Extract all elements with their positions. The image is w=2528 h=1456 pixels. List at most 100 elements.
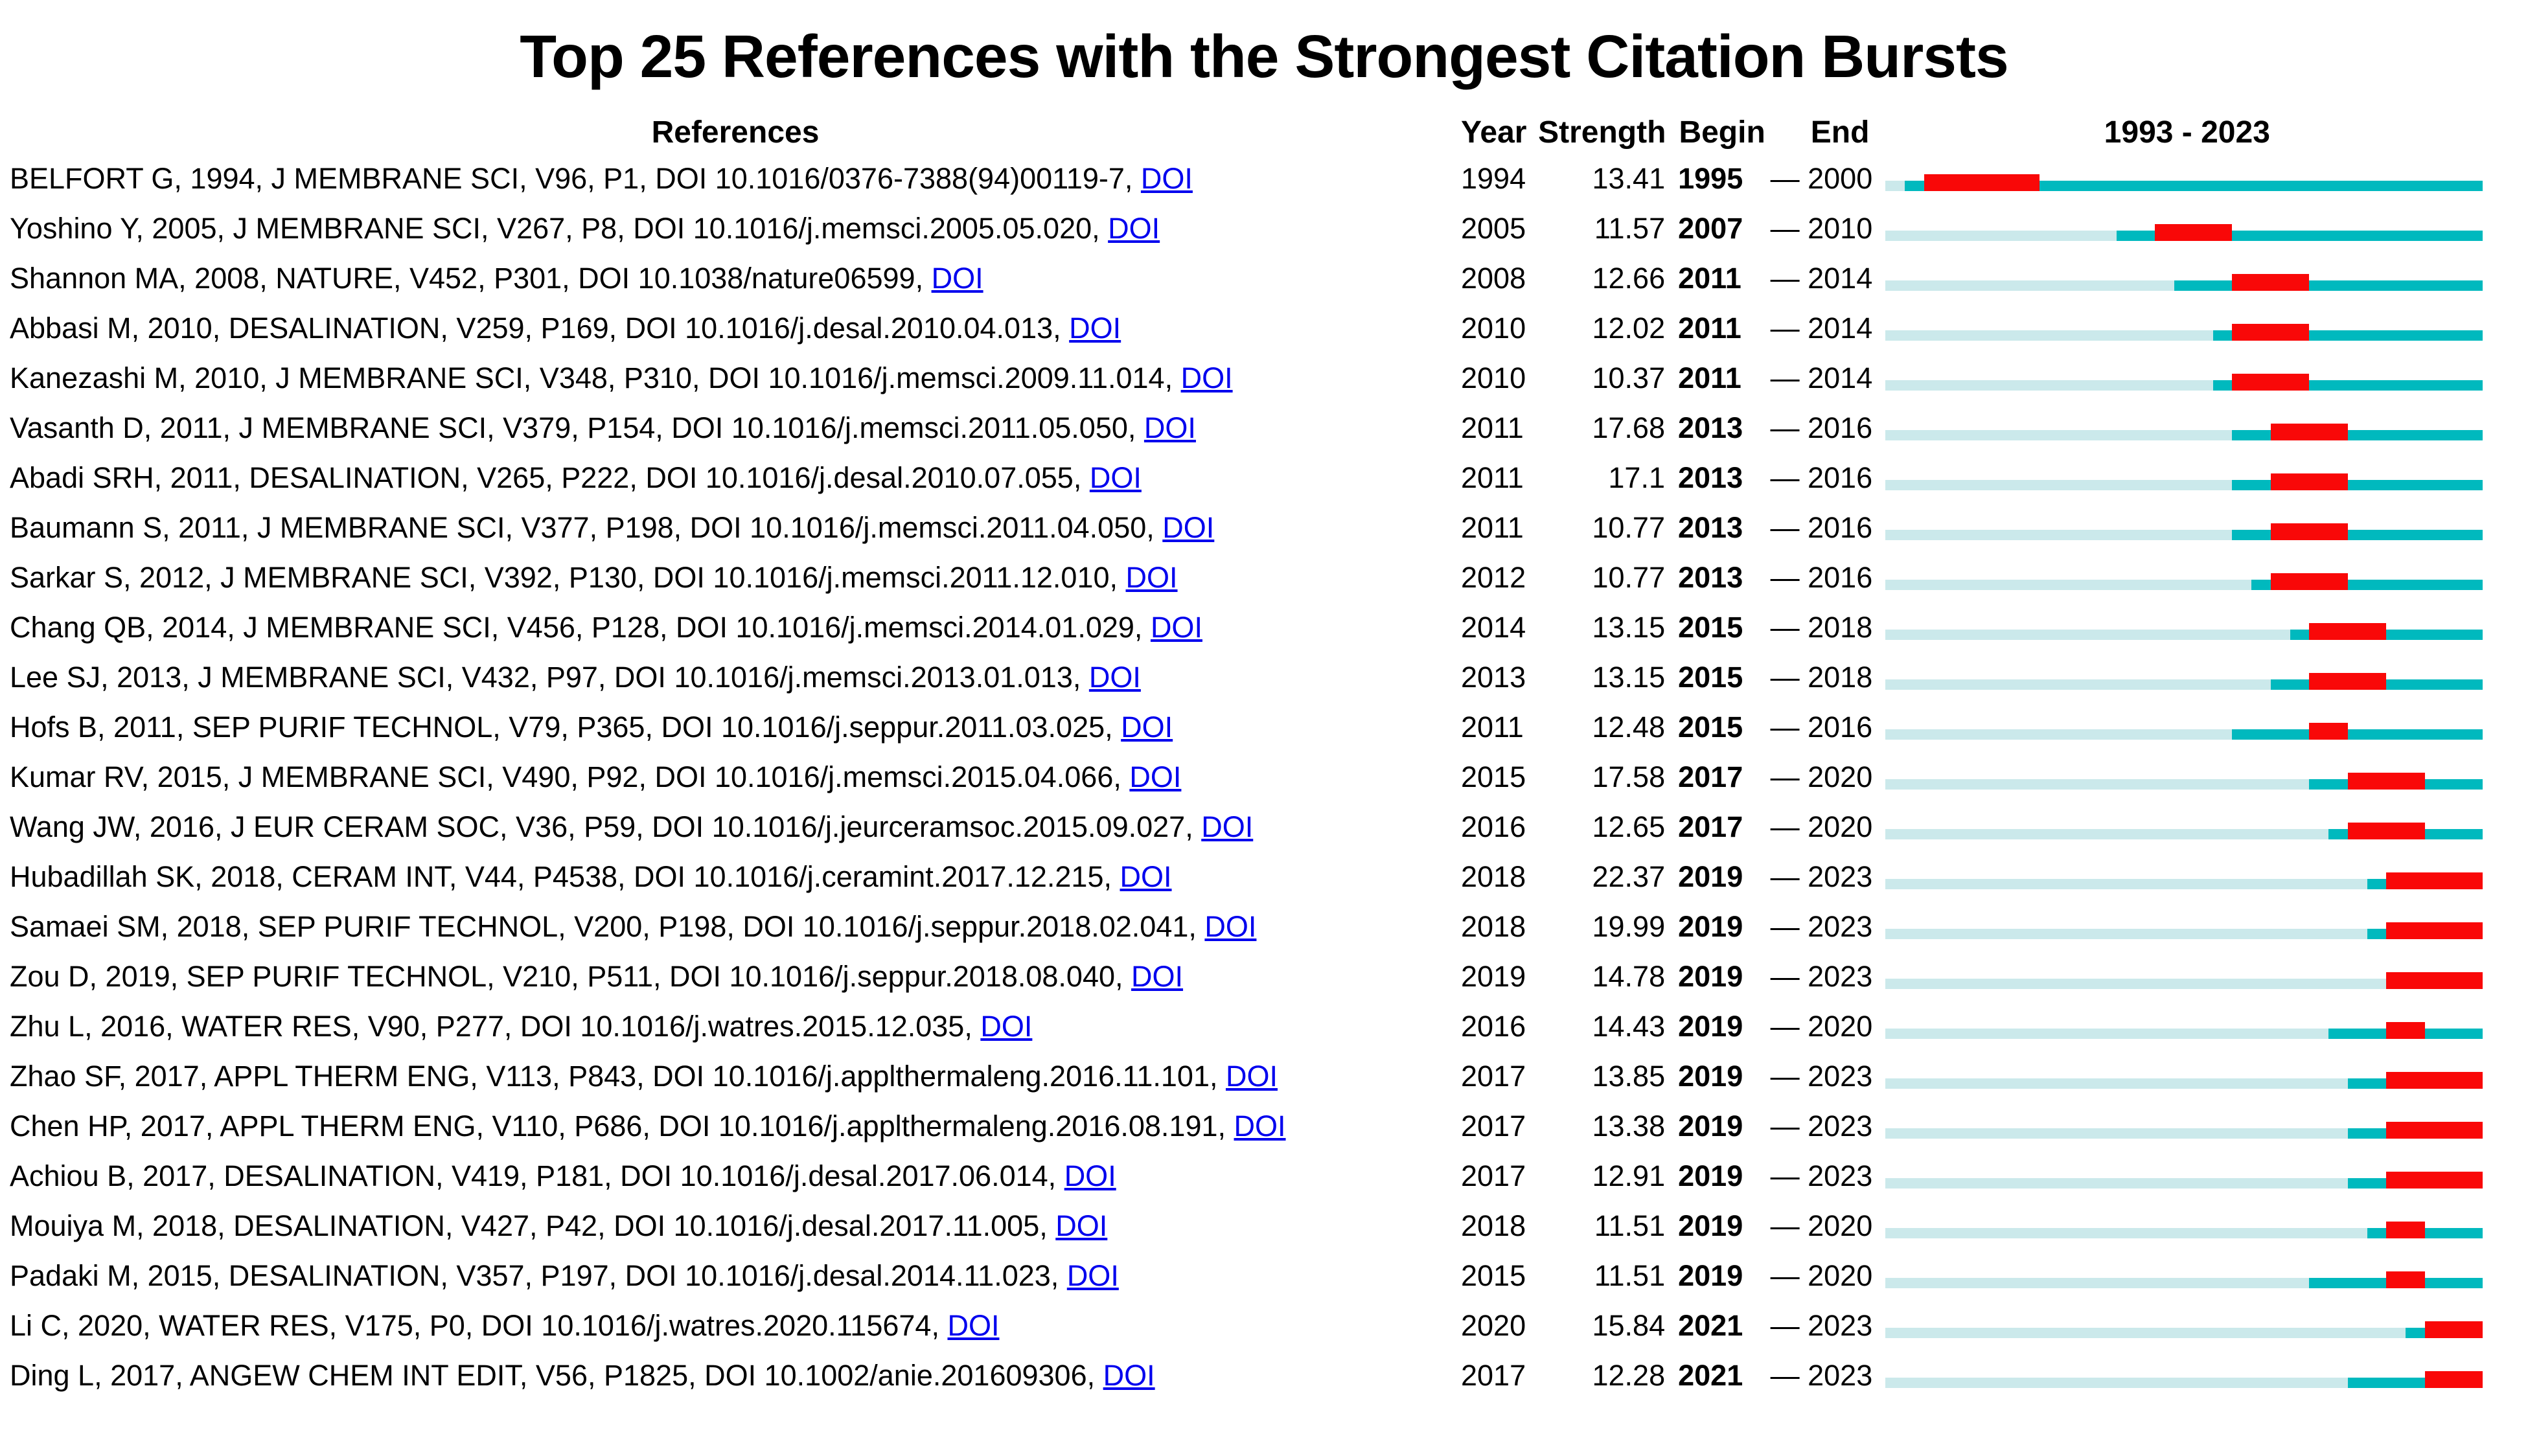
- doi-link[interactable]: DOI: [1088, 660, 1141, 694]
- strength-value: 22.37: [1592, 859, 1666, 893]
- range-dash: —: [1770, 211, 1800, 245]
- range-dash: —: [1770, 1258, 1800, 1292]
- timeline-pre-burst-segment: [2232, 729, 2310, 740]
- reference-cell: Abadi SRH, 2011, DESALINATION, V265, P22…: [10, 461, 1461, 495]
- table-row: Kanezashi M, 2010, J MEMBRANE SCI, V348,…: [0, 353, 2528, 403]
- doi-link[interactable]: DOI: [1201, 810, 1254, 843]
- end-year-value: 2023: [1808, 1059, 1873, 1093]
- doi-link[interactable]: DOI: [1150, 610, 1202, 644]
- timeline-pre-publication-segment: [1885, 729, 2233, 740]
- begin-year-value: 2015: [1678, 610, 1743, 644]
- strength-value: 10.77: [1592, 560, 1666, 594]
- reference-citation: Abadi SRH, 2011, DESALINATION, V265, P22…: [10, 461, 1082, 494]
- strength-value: 12.66: [1592, 261, 1666, 295]
- doi-link[interactable]: DOI: [1225, 1059, 1278, 1093]
- strength-value: 13.15: [1592, 610, 1666, 644]
- table-row: Ding L, 2017, ANGEW CHEM INT EDIT, V56, …: [0, 1350, 2528, 1400]
- begin-year-value: 2013: [1678, 510, 1743, 544]
- timeline-pre-burst-segment: [2232, 429, 2271, 440]
- doi-link[interactable]: DOI: [1234, 1109, 1286, 1143]
- burst-timeline-bar: [1885, 872, 2483, 889]
- range-dash: —: [1770, 760, 1800, 793]
- doi-link[interactable]: DOI: [931, 261, 983, 295]
- reference-citation: Sarkar S, 2012, J MEMBRANE SCI, V392, P1…: [10, 560, 1118, 594]
- end-year-value: 2023: [1808, 1308, 1873, 1342]
- begin-year-value: 2011: [1678, 261, 1741, 295]
- timeline-burst-segment: [2155, 223, 2233, 241]
- begin-year-value: 2019: [1678, 1159, 1743, 1192]
- begin-year-value: 2019: [1678, 1258, 1743, 1292]
- table-row: Shannon MA, 2008, NATURE, V452, P301, DO…: [0, 253, 2528, 303]
- doi-link[interactable]: DOI: [1066, 1258, 1119, 1292]
- doi-link[interactable]: DOI: [1103, 1358, 1155, 1392]
- end-year-value: 2023: [1808, 1159, 1873, 1192]
- reference-cell: Mouiya M, 2018, DESALINATION, V427, P42,…: [10, 1209, 1461, 1243]
- reference-cell: Li C, 2020, WATER RES, V175, P0, DOI 10.…: [10, 1309, 1461, 1343]
- timeline-pre-burst-segment: [2367, 1227, 2387, 1238]
- doi-link[interactable]: DOI: [1131, 959, 1184, 993]
- doi-link[interactable]: DOI: [1129, 760, 1182, 793]
- doi-link[interactable]: DOI: [1125, 560, 1178, 594]
- timeline-burst-segment: [2424, 1371, 2483, 1388]
- doi-link[interactable]: DOI: [1089, 461, 1142, 494]
- table-row: Chen HP, 2017, APPL THERM ENG, V110, P68…: [0, 1101, 2528, 1151]
- table-row: Hofs B, 2011, SEP PURIF TECHNOL, V79, P3…: [0, 702, 2528, 752]
- timeline-pre-burst-segment: [2367, 928, 2387, 939]
- strength-value: 12.65: [1592, 810, 1666, 843]
- reference-citation: Baumann S, 2011, J MEMBRANE SCI, V377, P…: [10, 510, 1155, 544]
- table-row: Vasanth D, 2011, J MEMBRANE SCI, V379, P…: [0, 403, 2528, 453]
- reference-cell: Chen HP, 2017, APPL THERM ENG, V110, P68…: [10, 1109, 1461, 1143]
- end-year-value: 2020: [1808, 1209, 1873, 1242]
- timeline-post-burst-segment: [2424, 1277, 2483, 1288]
- end-year-value: 2016: [1808, 710, 1873, 744]
- burst-timeline-bar: [1885, 223, 2483, 241]
- timeline-pre-publication-segment: [1885, 629, 2290, 640]
- burst-timeline-bar: [1885, 523, 2483, 540]
- year-value: 2014: [1461, 610, 1526, 644]
- doi-link[interactable]: DOI: [1120, 859, 1172, 893]
- doi-link[interactable]: DOI: [1143, 411, 1196, 444]
- table-row: Achiou B, 2017, DESALINATION, V419, P181…: [0, 1151, 2528, 1201]
- doi-link[interactable]: DOI: [1204, 909, 1257, 943]
- timeline-burst-segment: [2232, 323, 2310, 341]
- range-dash: —: [1770, 1308, 1800, 1342]
- doi-link[interactable]: DOI: [1121, 710, 1173, 744]
- year-value: 1994: [1461, 161, 1526, 195]
- doi-link[interactable]: DOI: [1140, 161, 1193, 195]
- end-year-value: 2020: [1808, 1009, 1873, 1043]
- timeline-pre-burst-segment: [2212, 380, 2233, 391]
- year-value: 2013: [1461, 660, 1526, 694]
- reference-citation: Kumar RV, 2015, J MEMBRANE SCI, V490, P9…: [10, 760, 1121, 793]
- begin-year-value: 2019: [1678, 1059, 1743, 1093]
- reference-citation: Yoshino Y, 2005, J MEMBRANE SCI, V267, P…: [10, 211, 1100, 245]
- doi-link[interactable]: DOI: [1162, 510, 1215, 544]
- reference-citation: Chang QB, 2014, J MEMBRANE SCI, V456, P1…: [10, 610, 1143, 644]
- year-value: 2017: [1461, 1109, 1526, 1143]
- timeline-post-burst-segment: [2424, 828, 2483, 839]
- begin-year-value: 2013: [1678, 461, 1743, 494]
- burst-timeline-bar: [1885, 1371, 2483, 1388]
- range-dash: —: [1770, 1059, 1800, 1093]
- begin-year-value: 2021: [1678, 1308, 1743, 1342]
- timeline-pre-burst-segment: [2174, 280, 2233, 291]
- reference-cell: Padaki M, 2015, DESALINATION, V357, P197…: [10, 1259, 1461, 1293]
- begin-year-value: 2015: [1678, 710, 1743, 744]
- table-row: Mouiya M, 2018, DESALINATION, V427, P42,…: [0, 1201, 2528, 1251]
- timeline-burst-segment: [2386, 1021, 2425, 1039]
- doi-link[interactable]: DOI: [1055, 1209, 1108, 1242]
- doi-link[interactable]: DOI: [980, 1009, 1033, 1043]
- timeline-pre-burst-segment: [2347, 1177, 2387, 1189]
- strength-value: 11.57: [1594, 211, 1666, 245]
- doi-link[interactable]: DOI: [947, 1308, 1000, 1342]
- doi-link[interactable]: DOI: [1064, 1159, 1116, 1192]
- burst-timeline-bar: [1885, 1021, 2483, 1039]
- doi-link[interactable]: DOI: [1180, 361, 1233, 394]
- reference-cell: Samaei SM, 2018, SEP PURIF TECHNOL, V200…: [10, 910, 1461, 944]
- strength-value: 10.37: [1592, 361, 1666, 394]
- strength-value: 17.58: [1592, 760, 1666, 793]
- timeline-pre-publication-segment: [1885, 1227, 2367, 1238]
- doi-link[interactable]: DOI: [1069, 311, 1121, 345]
- end-year-value: 2016: [1808, 411, 1873, 444]
- timeline-pre-burst-segment: [2117, 230, 2155, 241]
- doi-link[interactable]: DOI: [1108, 211, 1160, 245]
